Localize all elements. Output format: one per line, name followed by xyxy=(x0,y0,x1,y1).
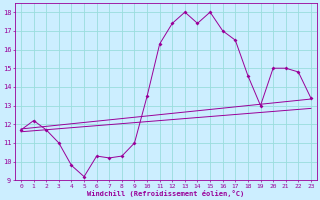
X-axis label: Windchill (Refroidissement éolien,°C): Windchill (Refroidissement éolien,°C) xyxy=(87,190,244,197)
